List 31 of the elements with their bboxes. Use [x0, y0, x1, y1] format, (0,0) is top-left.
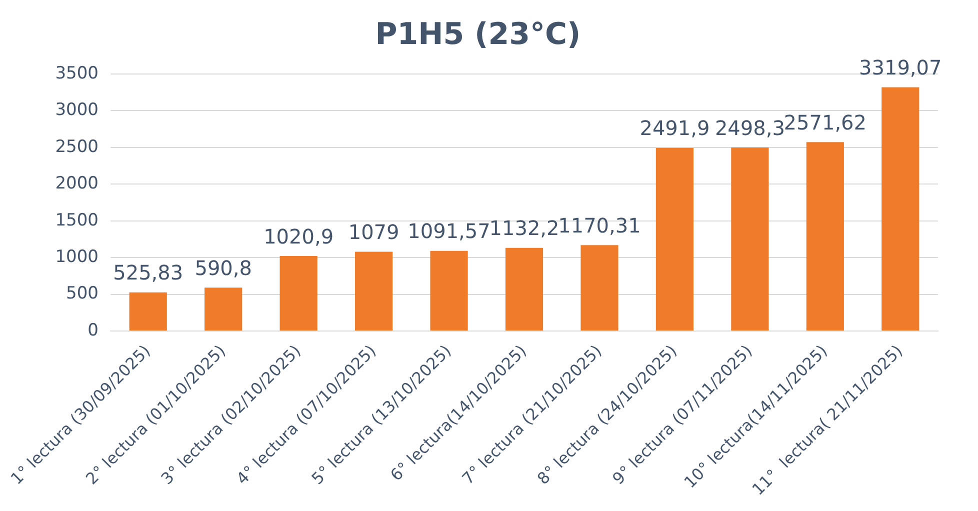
data-label: 2498,3 [714, 116, 785, 140]
data-label: 1020,9 [264, 224, 334, 248]
data-label: 525,83 [113, 260, 184, 285]
y-tick-label: 3500 [55, 63, 98, 84]
data-label: 1132,2 [489, 216, 560, 240]
data-label: 2571,62 [784, 110, 867, 134]
bar [656, 148, 694, 331]
data-label: 3319,07 [859, 55, 942, 80]
data-label: 2491,9 [640, 116, 710, 140]
data-label: 1091,57 [408, 219, 490, 244]
y-tick-label: 1500 [55, 210, 98, 230]
bar [280, 256, 318, 331]
bar [354, 252, 393, 331]
data-label: 1170,31 [558, 213, 641, 238]
bar [129, 292, 167, 331]
y-tick-label: 3000 [55, 100, 98, 120]
bar [204, 288, 242, 331]
y-tick-label: 1000 [55, 247, 98, 268]
chart-title: P1H5 (23°C) [375, 16, 581, 52]
y-tick-label: 0 [88, 320, 98, 340]
data-label: 590,8 [194, 256, 252, 280]
y-tick-label: 2500 [55, 136, 98, 157]
bar [731, 148, 769, 331]
data-label: 1079 [348, 220, 400, 244]
bar [882, 87, 920, 331]
bar [430, 250, 468, 331]
y-tick-label: 2000 [55, 174, 98, 194]
bar [806, 142, 844, 331]
y-tick-label: 500 [66, 284, 98, 304]
bar [505, 248, 544, 331]
bar [580, 245, 618, 331]
